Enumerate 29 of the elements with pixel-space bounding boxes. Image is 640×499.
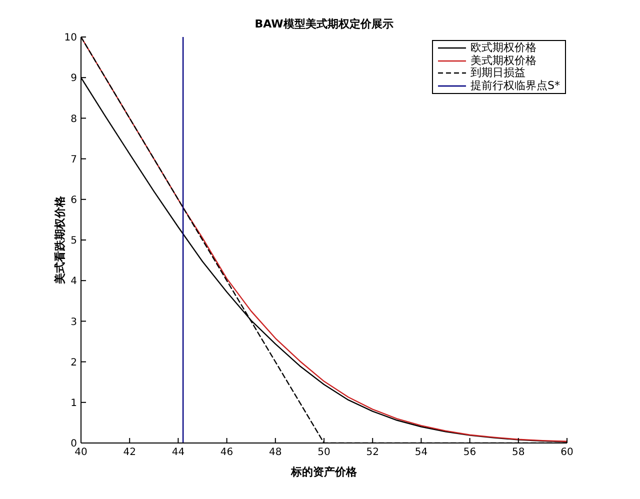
y-tick-label: 3 [70, 316, 77, 328]
x-tick-label: 42 [123, 447, 136, 458]
x-tick-label: 40 [74, 447, 88, 458]
x-axis-title: 标的资产价格 [291, 464, 357, 480]
legend-label: 欧式期权价格 [470, 41, 537, 54]
x-tick-label: 58 [512, 447, 525, 458]
y-axis-title: 美式看跌期权价格 [52, 196, 68, 284]
x-tick-label: 60 [560, 447, 574, 458]
y-tick-label: 8 [70, 114, 77, 125]
y-tick-label: 2 [70, 357, 77, 368]
x-tick-label: 56 [463, 447, 476, 458]
x-tick-label: 54 [414, 447, 428, 458]
y-tick-label: 6 [70, 194, 77, 206]
x-tick-label: 44 [172, 447, 185, 458]
y-tick-label: 9 [70, 73, 77, 84]
legend-label: 美式期权价格 [470, 54, 537, 67]
x-tick-label: 46 [220, 447, 234, 458]
y-tick-label: 4 [70, 276, 77, 288]
x-tick-label: 52 [366, 447, 379, 458]
x-tick-label: 50 [318, 447, 330, 458]
y-tick-label: 7 [70, 154, 77, 166]
y-tick-label: 1 [70, 398, 77, 409]
y-tick-label: 10 [64, 32, 77, 44]
legend-label: 到期日损益 [470, 66, 526, 80]
y-tick-label: 0 [70, 438, 77, 450]
legend-label: 提前行权临界点S* [470, 78, 560, 92]
x-tick-label: 48 [269, 447, 282, 458]
y-tick-label: 5 [70, 236, 77, 247]
chart-title: BAW模型美式期权定价展示 [254, 16, 394, 32]
